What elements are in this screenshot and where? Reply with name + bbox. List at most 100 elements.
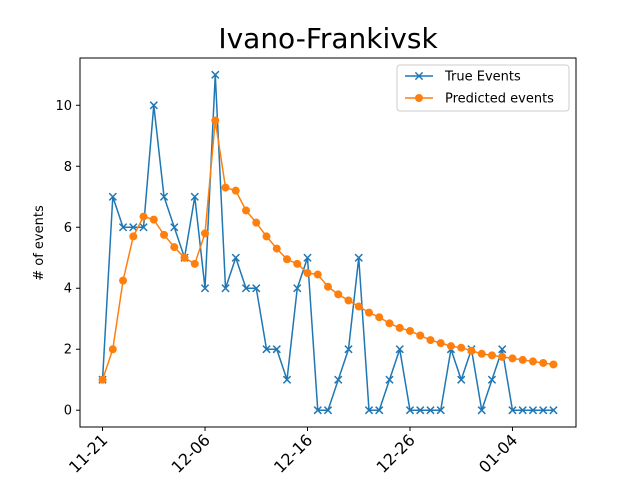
- legend-label-true-events: True Events: [444, 70, 521, 85]
- predicted-events-point: [375, 313, 384, 322]
- true-events-point: [539, 406, 548, 415]
- axes-frame: [79, 57, 577, 428]
- y-axis-label: # of events: [32, 205, 47, 281]
- true-events-point: [395, 345, 404, 354]
- predicted-events-point: [149, 215, 158, 224]
- true-events-point: [241, 284, 251, 293]
- true-events-point: [549, 406, 558, 415]
- predicted-events-point: [436, 339, 445, 348]
- true-events-point: [436, 406, 445, 415]
- true-events-point: [139, 223, 148, 232]
- true-events-point: [293, 284, 302, 293]
- true-events-point: [262, 345, 271, 354]
- x-tick-label: 12-26: [372, 430, 418, 476]
- legend-marker-x-icon: [414, 71, 424, 81]
- chart-title: Ivano-Frankivsk: [218, 22, 438, 55]
- true-events-point: [118, 223, 128, 232]
- series-line-predicted-events: [101, 119, 554, 380]
- true-events-point: [385, 375, 394, 384]
- true-events-point: [303, 253, 312, 262]
- y-tick-label: 8: [64, 160, 72, 175]
- true-events-point: [375, 406, 384, 415]
- y-tick-label: 10: [55, 99, 72, 114]
- x-tick-label: 11-21: [65, 430, 111, 476]
- predicted-events-point: [508, 354, 517, 363]
- predicted-events-point: [211, 116, 220, 125]
- true-events-point: [498, 345, 507, 354]
- predicted-events-point: [487, 351, 496, 360]
- predicted-events-point: [528, 357, 537, 366]
- predicted-events-point: [416, 331, 425, 340]
- predicted-events-point: [344, 296, 353, 305]
- true-events-point: [170, 223, 179, 232]
- predicted-events-point: [518, 355, 527, 364]
- predicted-events-point: [426, 336, 435, 345]
- true-events-point: [487, 375, 497, 384]
- predicted-events-point: [324, 282, 332, 291]
- true-events-point: [405, 406, 415, 415]
- true-events-point: [477, 406, 486, 415]
- true-events-point: [159, 192, 169, 201]
- true-events-point: [313, 406, 322, 415]
- predicted-events-point: [549, 360, 558, 369]
- predicted-events-point: [119, 276, 128, 285]
- predicted-events-point: [98, 375, 107, 384]
- predicted-events-point: [252, 218, 261, 227]
- true-events-point: [426, 406, 435, 415]
- true-events-point: [344, 345, 353, 354]
- true-events-point: [323, 406, 333, 415]
- true-events-point: [354, 253, 363, 262]
- predicted-events-point: [160, 230, 169, 239]
- predicted-events-point: [272, 244, 281, 253]
- predicted-events-point: [201, 229, 210, 238]
- y-tick-label: 4: [64, 282, 72, 297]
- predicted-events-point: [467, 346, 476, 355]
- y-tick-label: 0: [64, 404, 72, 419]
- y-tick-label: 2: [64, 343, 72, 358]
- predicted-events-point: [498, 352, 507, 361]
- true-events-point: [149, 101, 158, 110]
- true-events-point: [334, 375, 343, 384]
- predicted-events-point: [457, 343, 466, 352]
- true-events-point: [200, 284, 210, 293]
- plot-area: 0 2 4 6 8 10 11-21 12-06 12-16 12-26 01-04: [55, 57, 577, 477]
- predicted-events-point: [385, 319, 394, 328]
- predicted-events-point: [242, 206, 251, 215]
- true-events-point: [190, 192, 199, 201]
- predicted-events-point: [395, 323, 404, 332]
- legend: True Events Predicted events: [396, 64, 570, 112]
- predicted-events-point: [231, 186, 240, 195]
- predicted-events-point: [446, 342, 455, 351]
- predicted-events-point: [354, 302, 363, 311]
- true-events-point: [129, 223, 138, 232]
- true-events-point: [518, 406, 527, 415]
- predicted-events-point: [334, 290, 343, 299]
- x-tick-label: 01-04: [475, 430, 521, 476]
- true-events-point: [364, 406, 374, 415]
- predicted-events-point: [129, 232, 138, 241]
- legend-box: [396, 64, 570, 112]
- true-events-point: [211, 70, 220, 79]
- legend-marker-circle-icon: [415, 94, 423, 102]
- predicted-events-point: [190, 259, 199, 268]
- legend-label-predicted-events: Predicted events: [445, 92, 554, 107]
- predicted-events-point: [293, 259, 302, 268]
- predicted-events-point: [313, 270, 322, 279]
- predicted-events-point: [180, 253, 189, 262]
- predicted-events-point: [364, 308, 373, 317]
- predicted-events-point: [170, 243, 179, 252]
- true-events-point: [457, 375, 466, 384]
- y-tick-label: 6: [64, 221, 72, 236]
- true-events-point: [282, 375, 292, 384]
- x-tick-label: 12-06: [168, 430, 214, 476]
- predicted-events-point: [303, 268, 312, 277]
- predicted-events-point: [539, 358, 548, 367]
- true-events-point: [108, 192, 117, 201]
- x-tick-label: 12-16: [270, 430, 316, 476]
- true-events-point: [528, 406, 538, 415]
- true-events-point: [221, 284, 230, 293]
- true-events-point: [252, 284, 261, 293]
- predicted-events-point: [139, 212, 148, 221]
- predicted-events-point: [405, 326, 414, 335]
